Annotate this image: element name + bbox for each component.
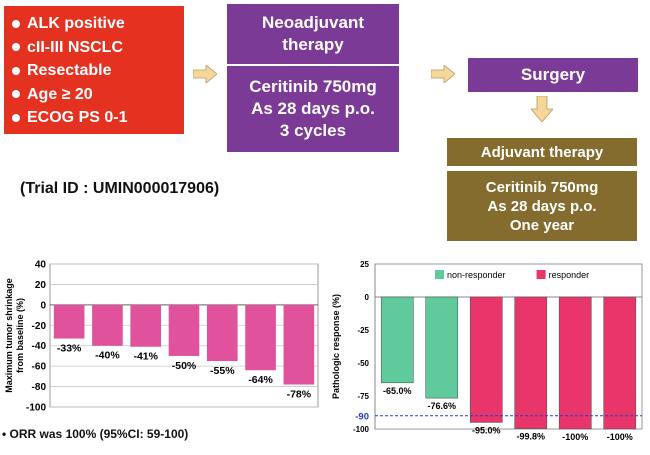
surgery-box: Surgery bbox=[468, 58, 638, 92]
bar bbox=[283, 304, 315, 385]
bar-label: -55% bbox=[210, 365, 235, 377]
y-tick-label: 25 bbox=[360, 260, 369, 269]
y-tick-label: 0 bbox=[40, 300, 46, 311]
arrow-right-icon bbox=[193, 65, 217, 83]
trial-id: (Trial ID : UMIN000017906) bbox=[20, 180, 220, 197]
y-tick-label: -50 bbox=[357, 359, 369, 368]
legend-swatch bbox=[435, 270, 444, 279]
bar-label: -33% bbox=[57, 343, 82, 355]
bar-label: -99.8% bbox=[516, 432, 545, 442]
legend-swatch bbox=[536, 270, 546, 279]
y-tick-label: -100 bbox=[353, 425, 370, 434]
legend-label: non-responder bbox=[447, 270, 506, 280]
bar-label: -100% bbox=[562, 432, 588, 442]
plot-frame bbox=[374, 263, 643, 430]
y-tick-label: 0 bbox=[365, 293, 370, 302]
bar bbox=[469, 296, 503, 423]
pathologic-response-chart: 25 0 -25 -50 -75 -100 -65.0% -76.6% -95.0% -99.8%… bbox=[331, 260, 643, 442]
eligibility-item: cII-III NSCLC bbox=[12, 36, 176, 60]
adjuvant-title: Adjuvant therapy bbox=[447, 138, 637, 166]
y-axis-label-line: from baseline (%) bbox=[15, 298, 25, 373]
y-tick-label: -60 bbox=[32, 362, 47, 373]
bar-label: -78% bbox=[287, 389, 312, 401]
neoadjuvant-detail: Ceritinib 750mg As 28 days p.o. 3 cycles bbox=[227, 66, 399, 152]
bar bbox=[92, 304, 123, 346]
legend-label: responder bbox=[549, 270, 590, 280]
eligibility-box: ALK positive cII-III NSCLC Resectable Ag… bbox=[4, 6, 184, 134]
y-axis-label-line: Maximum tumor shrinkage bbox=[4, 278, 14, 393]
bar bbox=[558, 296, 592, 430]
bar-label: -76.6% bbox=[427, 401, 456, 411]
arrow-down-icon bbox=[531, 96, 553, 122]
bar bbox=[130, 304, 162, 347]
bar bbox=[206, 304, 238, 362]
y-tick-label: 40 bbox=[35, 260, 47, 271]
adjuvant-detail: Ceritinib 750mg As 28 days p.o. One year bbox=[447, 171, 637, 241]
bar-label: -40% bbox=[95, 350, 120, 362]
bar-label: -64% bbox=[248, 374, 273, 386]
y-tick-label: -100 bbox=[26, 403, 46, 414]
bar-label: -100% bbox=[607, 432, 633, 442]
bullet-icon: • bbox=[2, 427, 7, 441]
orr-note: • ORR was 100% (95%CI: 59-100) bbox=[2, 427, 188, 441]
y-tick-label: -40 bbox=[32, 341, 47, 352]
bar bbox=[380, 296, 414, 384]
y-tick-label: -80 bbox=[32, 382, 47, 393]
bar-label: -65.0% bbox=[383, 386, 412, 396]
eligibility-item: Age ≥ 20 bbox=[12, 83, 176, 107]
y-tick-label: -25 bbox=[357, 326, 369, 335]
bar bbox=[425, 296, 459, 399]
eligibility-item: ECOG PS 0-1 bbox=[12, 106, 176, 130]
reference-line-label: -90 bbox=[355, 411, 369, 422]
bar bbox=[514, 296, 548, 430]
y-axis-label: Maximum tumor shrinkagefrom baseline (%) bbox=[4, 278, 25, 393]
y-tick-label: 20 bbox=[35, 280, 47, 291]
bar-label: -95.0% bbox=[472, 425, 501, 435]
arrow-right-icon bbox=[431, 65, 455, 83]
tumor-shrinkage-chart: 40 20 0 -20 -40 -60 -80 -100 -33% -40% -41% -50% -55… bbox=[4, 260, 319, 414]
y-tick-label: -75 bbox=[357, 392, 369, 401]
bar bbox=[53, 304, 85, 339]
neoadjuvant-title: Neoadjuvant therapy bbox=[227, 4, 399, 64]
eligibility-item: ALK positive bbox=[12, 12, 176, 36]
bar-label: -50% bbox=[172, 360, 197, 372]
bar bbox=[245, 304, 276, 371]
y-tick-label: -20 bbox=[32, 321, 47, 332]
orr-text: ORR was 100% (95%CI: 59-100) bbox=[9, 427, 189, 441]
bar bbox=[603, 296, 637, 430]
y-axis-label: Pathologic response (%) bbox=[331, 294, 341, 399]
eligibility-item: Resectable bbox=[12, 59, 176, 83]
bar bbox=[168, 304, 200, 356]
bar-label: -41% bbox=[133, 351, 158, 363]
